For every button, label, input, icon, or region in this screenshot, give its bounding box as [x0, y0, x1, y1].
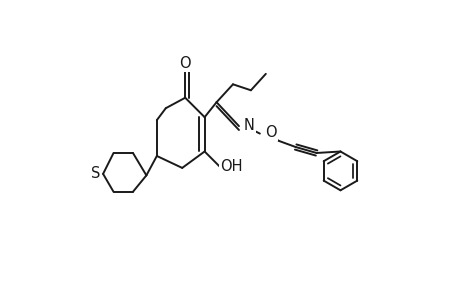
Text: S: S — [91, 167, 100, 182]
Text: O: O — [179, 56, 190, 71]
Text: O: O — [264, 125, 276, 140]
Text: N: N — [244, 118, 254, 133]
Text: OH: OH — [220, 159, 242, 174]
